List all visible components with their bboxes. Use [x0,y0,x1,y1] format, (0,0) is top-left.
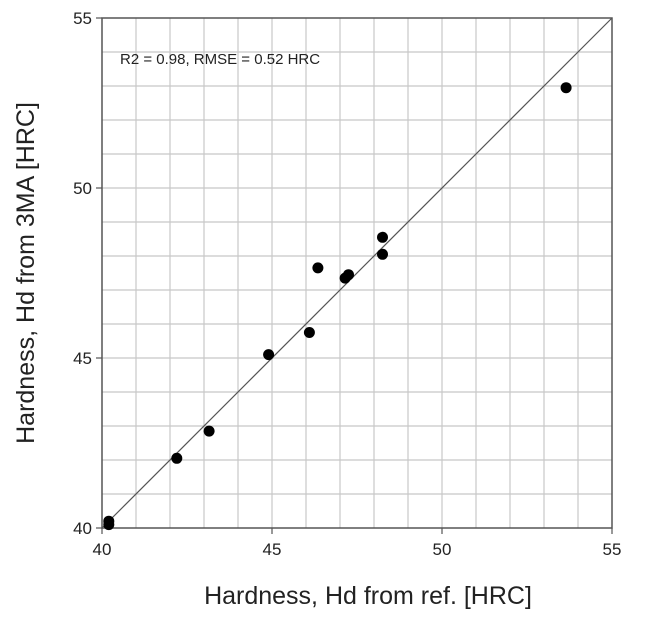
data-point [377,248,388,260]
y-tick-label: 55 [73,9,92,28]
data-point [343,269,354,281]
data-point [312,262,324,274]
data-point [263,349,275,361]
data-points [103,82,572,531]
x-axis-label: Hardness, Hd from ref. [HRC] [204,582,532,610]
data-point [303,327,315,338]
tick-labels: 40 45 50 55 40 45 50 55 [73,9,621,559]
x-tick-label: 40 [93,540,112,559]
grid-lines [102,18,612,528]
plot-frame [101,17,613,529]
data-point [377,231,388,243]
y-tick-label: 45 [73,349,92,368]
x-tick-label: 50 [433,540,452,559]
data-point [203,425,215,437]
axis-tick-marks [96,17,613,534]
x-tick-label: 55 [603,540,622,559]
data-point [103,515,115,527]
x-tick-label: 45 [263,540,282,559]
y-tick-label: 40 [73,519,92,538]
data-point [560,82,572,94]
y-tick-label: 50 [73,179,92,198]
fit-statistics-annotation: R2 = 0.98, RMSE = 0.52 HRC [120,51,320,68]
y-axis-label: Hardness, Hd from 3MA [HRC] [12,102,40,444]
reference-line-y-equals-x [101,17,613,529]
data-point [171,452,183,464]
